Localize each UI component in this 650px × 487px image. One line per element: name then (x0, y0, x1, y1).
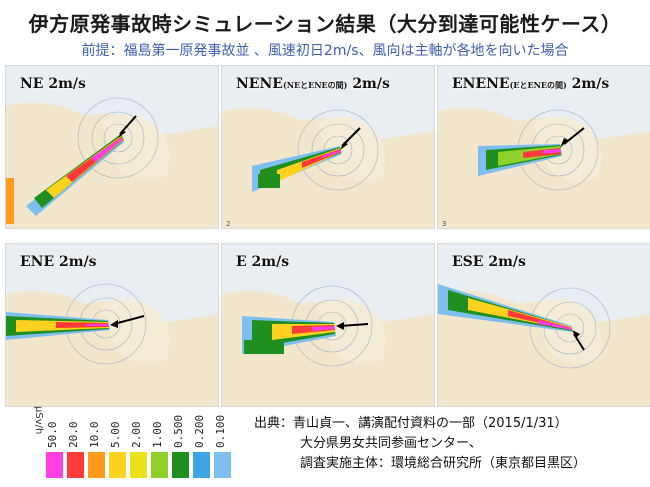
legend-value: 20.0 (67, 421, 80, 449)
source-citation: 出典：青山貞一、講演配付資料の一部（2015/1/31） 大分県男女共同参画セン… (254, 414, 644, 474)
source-line: 大分県男女共同参画センター、 (300, 436, 482, 451)
legend-swatch (67, 452, 84, 478)
legend-swatch (88, 452, 105, 478)
map-ene (6, 244, 218, 406)
legend-swatch (151, 452, 168, 478)
legend-value: 0.100 (214, 414, 227, 448)
simulation-panel-enene: ENENE(EとENEの間) 2m/s 3 (438, 66, 650, 228)
legend-value: 50.0 (46, 421, 59, 449)
map-e (222, 244, 434, 406)
panel-wind-label: ESE 2m/s (452, 254, 526, 270)
source-line: 出典：青山貞一、講演配付資料の一部（2015/1/31） (254, 416, 568, 431)
panel-wind-label: NE 2m/s (20, 76, 86, 92)
simulation-panel-ene: ENE 2m/s (6, 244, 218, 406)
simulation-panel-e: E 2m/s (222, 244, 434, 406)
legend-value: 2.00 (130, 421, 143, 449)
panel-wind-label: ENENE(EとENEの間) 2m/s (452, 76, 610, 92)
panel-number: 3 (442, 220, 447, 228)
simulation-panel-ese: ESE 2m/s (438, 244, 650, 406)
panel-wind-label: ENE 2m/s (20, 254, 97, 270)
map-enene (438, 66, 650, 228)
legend-value: 5.00 (109, 421, 122, 449)
source-line: 調査実施主体：環境総合研究所（東京都目黒区） (300, 456, 587, 471)
dose-rate-legend: μSv/h 50.0 20.0 10.0 5.00 2.00 1.00 0.50… (30, 406, 236, 482)
panel-wind-label: NENE(NEとENEの間) 2m/s (236, 76, 390, 92)
simulation-panel-nene: NENE(NEとENEの間) 2m/s 2 (222, 66, 434, 228)
simulation-panel-ne: NE 2m/s (6, 66, 218, 228)
panel-number: 2 (226, 220, 231, 228)
legend-swatch (46, 452, 63, 478)
legend-value: 10.0 (88, 421, 101, 449)
panel-wind-label: E 2m/s (236, 254, 290, 270)
legend-value: 0.500 (172, 414, 185, 448)
page-subtitle: 前提：福島第一原発事故並 、風速初日2m/s、風向は主軸が各地を向いた場合 (81, 43, 569, 59)
legend-swatch (193, 452, 210, 478)
black-arrow-icon (113, 315, 145, 325)
black-arrow-icon (339, 323, 369, 327)
legend-value: 0.200 (193, 414, 206, 448)
map-nene (222, 66, 434, 228)
legend-swatch (172, 452, 189, 478)
page-title: 伊方原発事故時シミュレーション結果（大分到達可能性ケース） (28, 12, 622, 36)
legend-swatch (214, 452, 231, 478)
legend-swatch (130, 452, 147, 478)
legend-unit: μSv/h (33, 406, 44, 435)
legend-swatch (109, 452, 126, 478)
map-ese (438, 244, 650, 406)
legend-value: 1.00 (151, 421, 164, 449)
map-ne (6, 66, 218, 228)
black-arrow-icon (563, 127, 585, 145)
